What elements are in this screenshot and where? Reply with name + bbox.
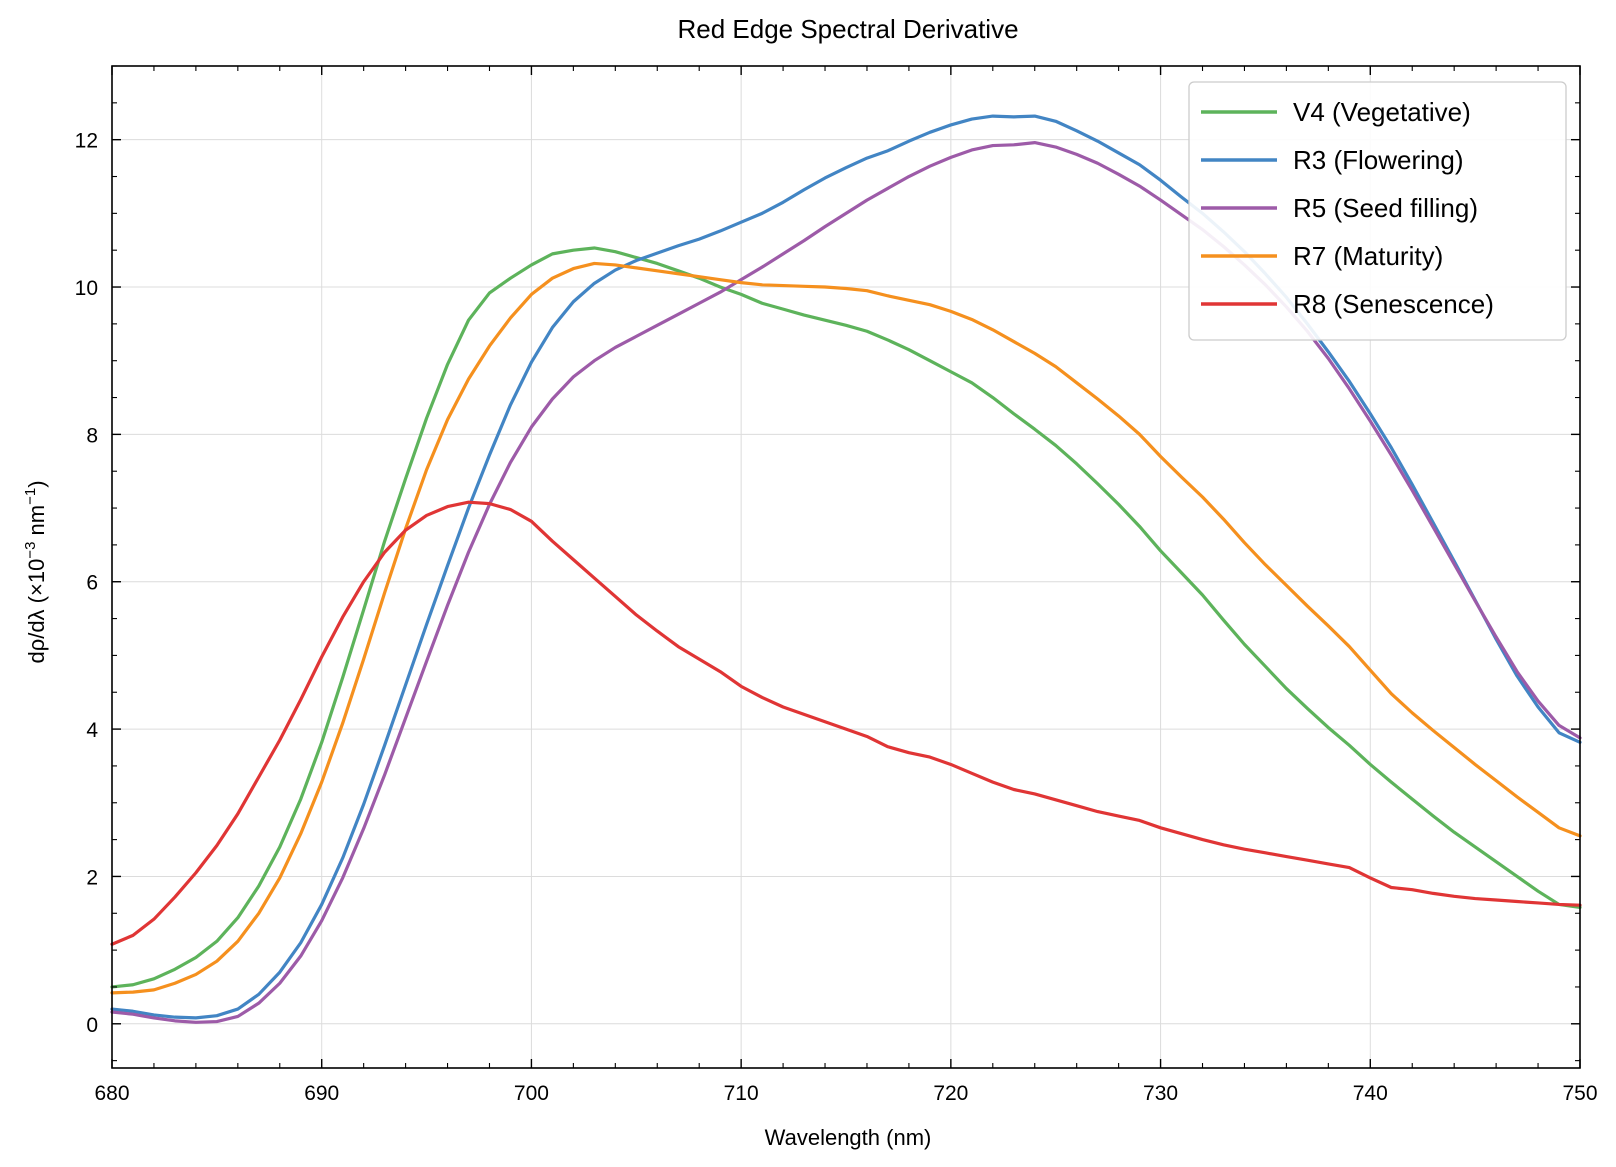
y-tick-label: 0 [86,1014,98,1037]
y-tick-label: 8 [86,424,98,447]
legend: V4 (Vegetative) R3 (Flowering) R5 (Seed fi… [1188,81,1567,341]
series-line-4 [110,261,1582,995]
y-tick-label: 6 [86,572,98,595]
y-tick-label: 2 [86,866,98,889]
y-axis-title: dρ/dλ (×10−3 nm−1) [22,480,49,663]
x-tick-label: 710 [724,1082,759,1105]
x-tick-label: 680 [94,1082,129,1105]
legend-label: R7 (Maturity) [1293,241,1443,271]
y-axis-title-unit: nm [24,505,49,542]
legend-label: R5 (Seed filling) [1293,193,1478,223]
x-tick-label: 700 [514,1082,549,1105]
y-axis-title-exponent-1: −3 [22,542,39,559]
legend-label: R8 (Senescence) [1293,289,1494,319]
axes: 680 690 700 710 720 730 740 750 0 2 4 6 8 10 12 [75,65,1598,1105]
y-axis-title-prefix: dρ/dλ (×10 [24,559,49,664]
x-axis-title: Wavelength (nm) [765,1125,932,1150]
series-line-5 [110,500,1582,946]
x-tick-label: 740 [1353,1082,1388,1105]
y-axis-title-exponent-2: −1 [22,488,39,505]
series-line-2 [110,114,1582,1020]
chart-title: Red Edge Spectral Derivative [677,14,1018,44]
y-tick-label: 4 [86,719,98,742]
x-tick-label: 690 [304,1082,339,1105]
series-lines [110,114,1582,1024]
x-tick-label: 730 [1143,1082,1178,1105]
x-tick-label: 750 [1562,1082,1597,1105]
series-line-1 [110,246,1582,989]
plot-frame [111,65,1581,1069]
y-tick-label: 10 [75,277,98,300]
x-tick-label: 720 [933,1082,968,1105]
series-line-3 [110,141,1582,1024]
y-tick-label: 12 [75,130,98,153]
legend-label: V4 (Vegetative) [1293,97,1471,127]
legend-frame [1188,81,1567,341]
y-axis-title-suffix: ) [24,480,49,487]
legend-label: R3 (Flowering) [1293,145,1464,175]
